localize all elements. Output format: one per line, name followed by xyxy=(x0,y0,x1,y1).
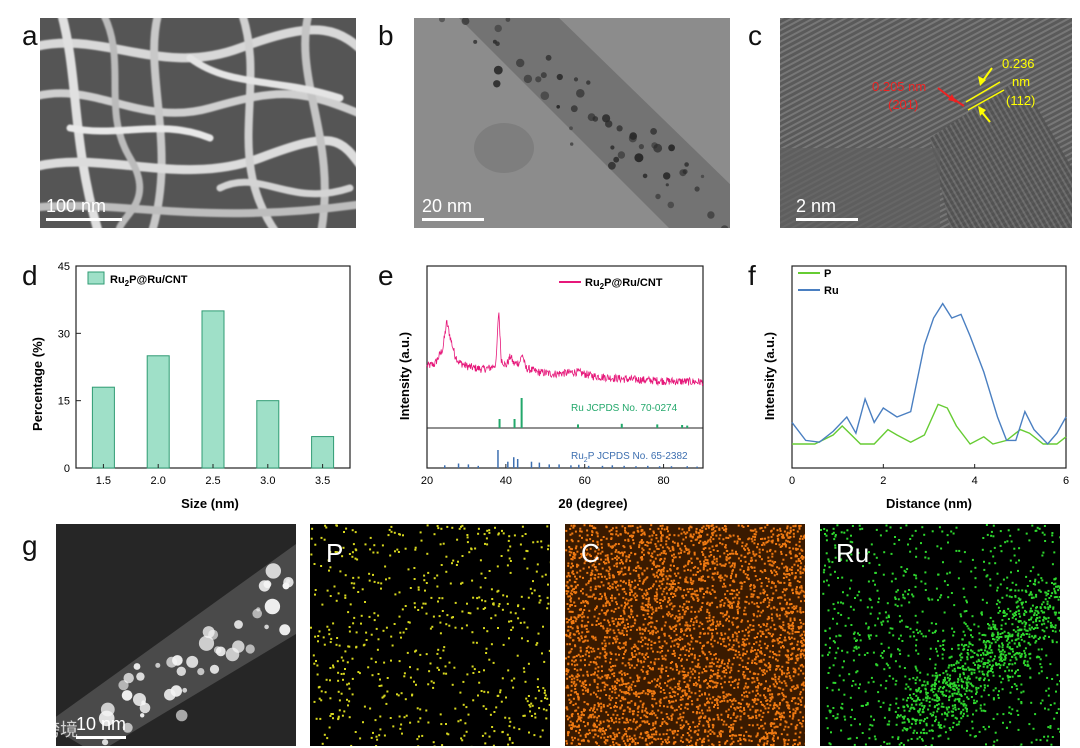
panel-letter-b: b xyxy=(378,20,394,51)
sem-nanotubes xyxy=(40,18,356,228)
d-bar xyxy=(146,355,170,469)
e-ref-ru2p-label: Ru2P JCPDS No. 65-2382 xyxy=(571,451,688,464)
scale-label-g: 10 nm xyxy=(76,714,127,734)
f-xtick-label: 0 xyxy=(789,475,795,487)
d-ytick-label: 45 xyxy=(58,261,70,273)
panel-letter-e: e xyxy=(378,260,394,291)
panel-letter-a: a xyxy=(22,20,38,51)
tem-image: 20 nm xyxy=(414,18,730,228)
panel-letter-g: g xyxy=(22,530,38,561)
scale-label-c: 2 nm xyxy=(796,196,837,216)
haadf-particles xyxy=(56,524,296,746)
e-plot-frame xyxy=(426,265,704,469)
d-xtick-label: 2.0 xyxy=(151,475,166,487)
e-xtick-label: 60 xyxy=(579,475,591,487)
annotation-yellow-value: 0.236 xyxy=(1002,56,1035,71)
d-legend-swatch xyxy=(87,271,105,285)
scale-bar-g: 10 nm xyxy=(76,714,127,739)
d-xtick-label: 1.5 xyxy=(96,475,111,487)
line-scan-chart: 0 2 4 6 Distance (nm) Intensity (a.u.) P Ru xyxy=(762,265,1069,511)
map-label-c: C xyxy=(581,538,600,568)
d-bar xyxy=(311,436,335,469)
scale-label-a: 100 nm xyxy=(46,196,107,216)
f-legend-ru: Ru xyxy=(824,285,839,297)
f-plot-frame xyxy=(791,265,1067,469)
d-bar xyxy=(256,400,280,469)
e-xlabel: 2θ (degree) xyxy=(558,496,627,511)
annotation-yellow-plane: (112) xyxy=(1006,93,1035,108)
f-xlabel: Distance (nm) xyxy=(886,496,972,511)
f-xtick-label: 4 xyxy=(972,475,978,487)
d-ytick-label: 15 xyxy=(58,396,70,408)
e-legend-text: Ru2P@Ru/CNT xyxy=(585,277,663,291)
panel-letter-c: c xyxy=(748,20,762,51)
f-ylabel: Intensity (a.u.) xyxy=(762,332,777,420)
e-pattern-line xyxy=(426,312,704,387)
e-ref-ru-label: Ru JCPDS No. 70-0274 xyxy=(571,403,678,414)
e-xtick-label: 40 xyxy=(500,475,512,487)
d-ytick-label: 30 xyxy=(58,328,70,340)
watermark: 大数跨境 xyxy=(6,720,78,741)
d-xtick-label: 2.5 xyxy=(205,475,220,487)
d-legend-text: Ru2P@Ru/CNT xyxy=(110,274,188,288)
f-xtick-label: 6 xyxy=(1063,475,1069,487)
d-bar xyxy=(91,386,115,469)
scale-bar-c: 2 nm xyxy=(796,196,858,221)
e-ylabel: Intensity (a.u.) xyxy=(397,332,412,420)
hrtem-image: 0.205 nm (201) 0.236 nm (112) 2 nm xyxy=(780,18,1072,228)
map-label-ru: Ru xyxy=(836,538,870,568)
eds-map-ru: Ru xyxy=(820,524,1060,746)
d-xlabel: Size (nm) xyxy=(181,496,239,511)
scale-bar-b: 20 nm xyxy=(422,196,484,221)
d-xtick-label: 3.0 xyxy=(260,475,275,487)
sem-image: 100 nm xyxy=(40,18,356,228)
f-legend-p: P xyxy=(824,268,831,280)
e-xtick-label: 20 xyxy=(421,475,433,487)
d-bar xyxy=(201,310,225,469)
e-xtick-label: 80 xyxy=(657,475,669,487)
scale-bar-a: 100 nm xyxy=(46,196,122,221)
haadf-image: 10 nm xyxy=(56,524,296,746)
annotation-red-plane: (201) xyxy=(888,97,918,112)
annotation-yellow-unit: nm xyxy=(1012,74,1030,89)
tem-nanotube xyxy=(414,18,730,228)
panel-letter-f: f xyxy=(748,260,756,291)
f-series-ru xyxy=(791,302,1067,446)
eds-map-c: C xyxy=(565,524,805,746)
annotation-red-value: 0.205 nm xyxy=(872,79,926,94)
size-distribution-chart: 0 15 30 45 1.5 2.0 2.5 3.0 3.5 Size (nm) Percent… xyxy=(30,261,351,511)
panel-letter-d: d xyxy=(22,260,38,291)
eds-map-p: P xyxy=(310,524,550,746)
map-label-p: P xyxy=(326,538,344,568)
xrd-chart: 20 40 60 80 2θ (degree) Intensity (a.u.) Ru… xyxy=(397,265,704,511)
hrtem-lattice: 0.205 nm (201) 0.236 nm (112) xyxy=(780,18,1072,228)
d-xtick-label: 3.5 xyxy=(315,475,330,487)
f-xtick-label: 2 xyxy=(880,475,886,487)
d-ylabel: Percentage (%) xyxy=(30,337,45,431)
f-series-p xyxy=(792,403,1067,445)
scale-label-b: 20 nm xyxy=(422,196,473,216)
d-ytick-label: 0 xyxy=(64,463,70,475)
